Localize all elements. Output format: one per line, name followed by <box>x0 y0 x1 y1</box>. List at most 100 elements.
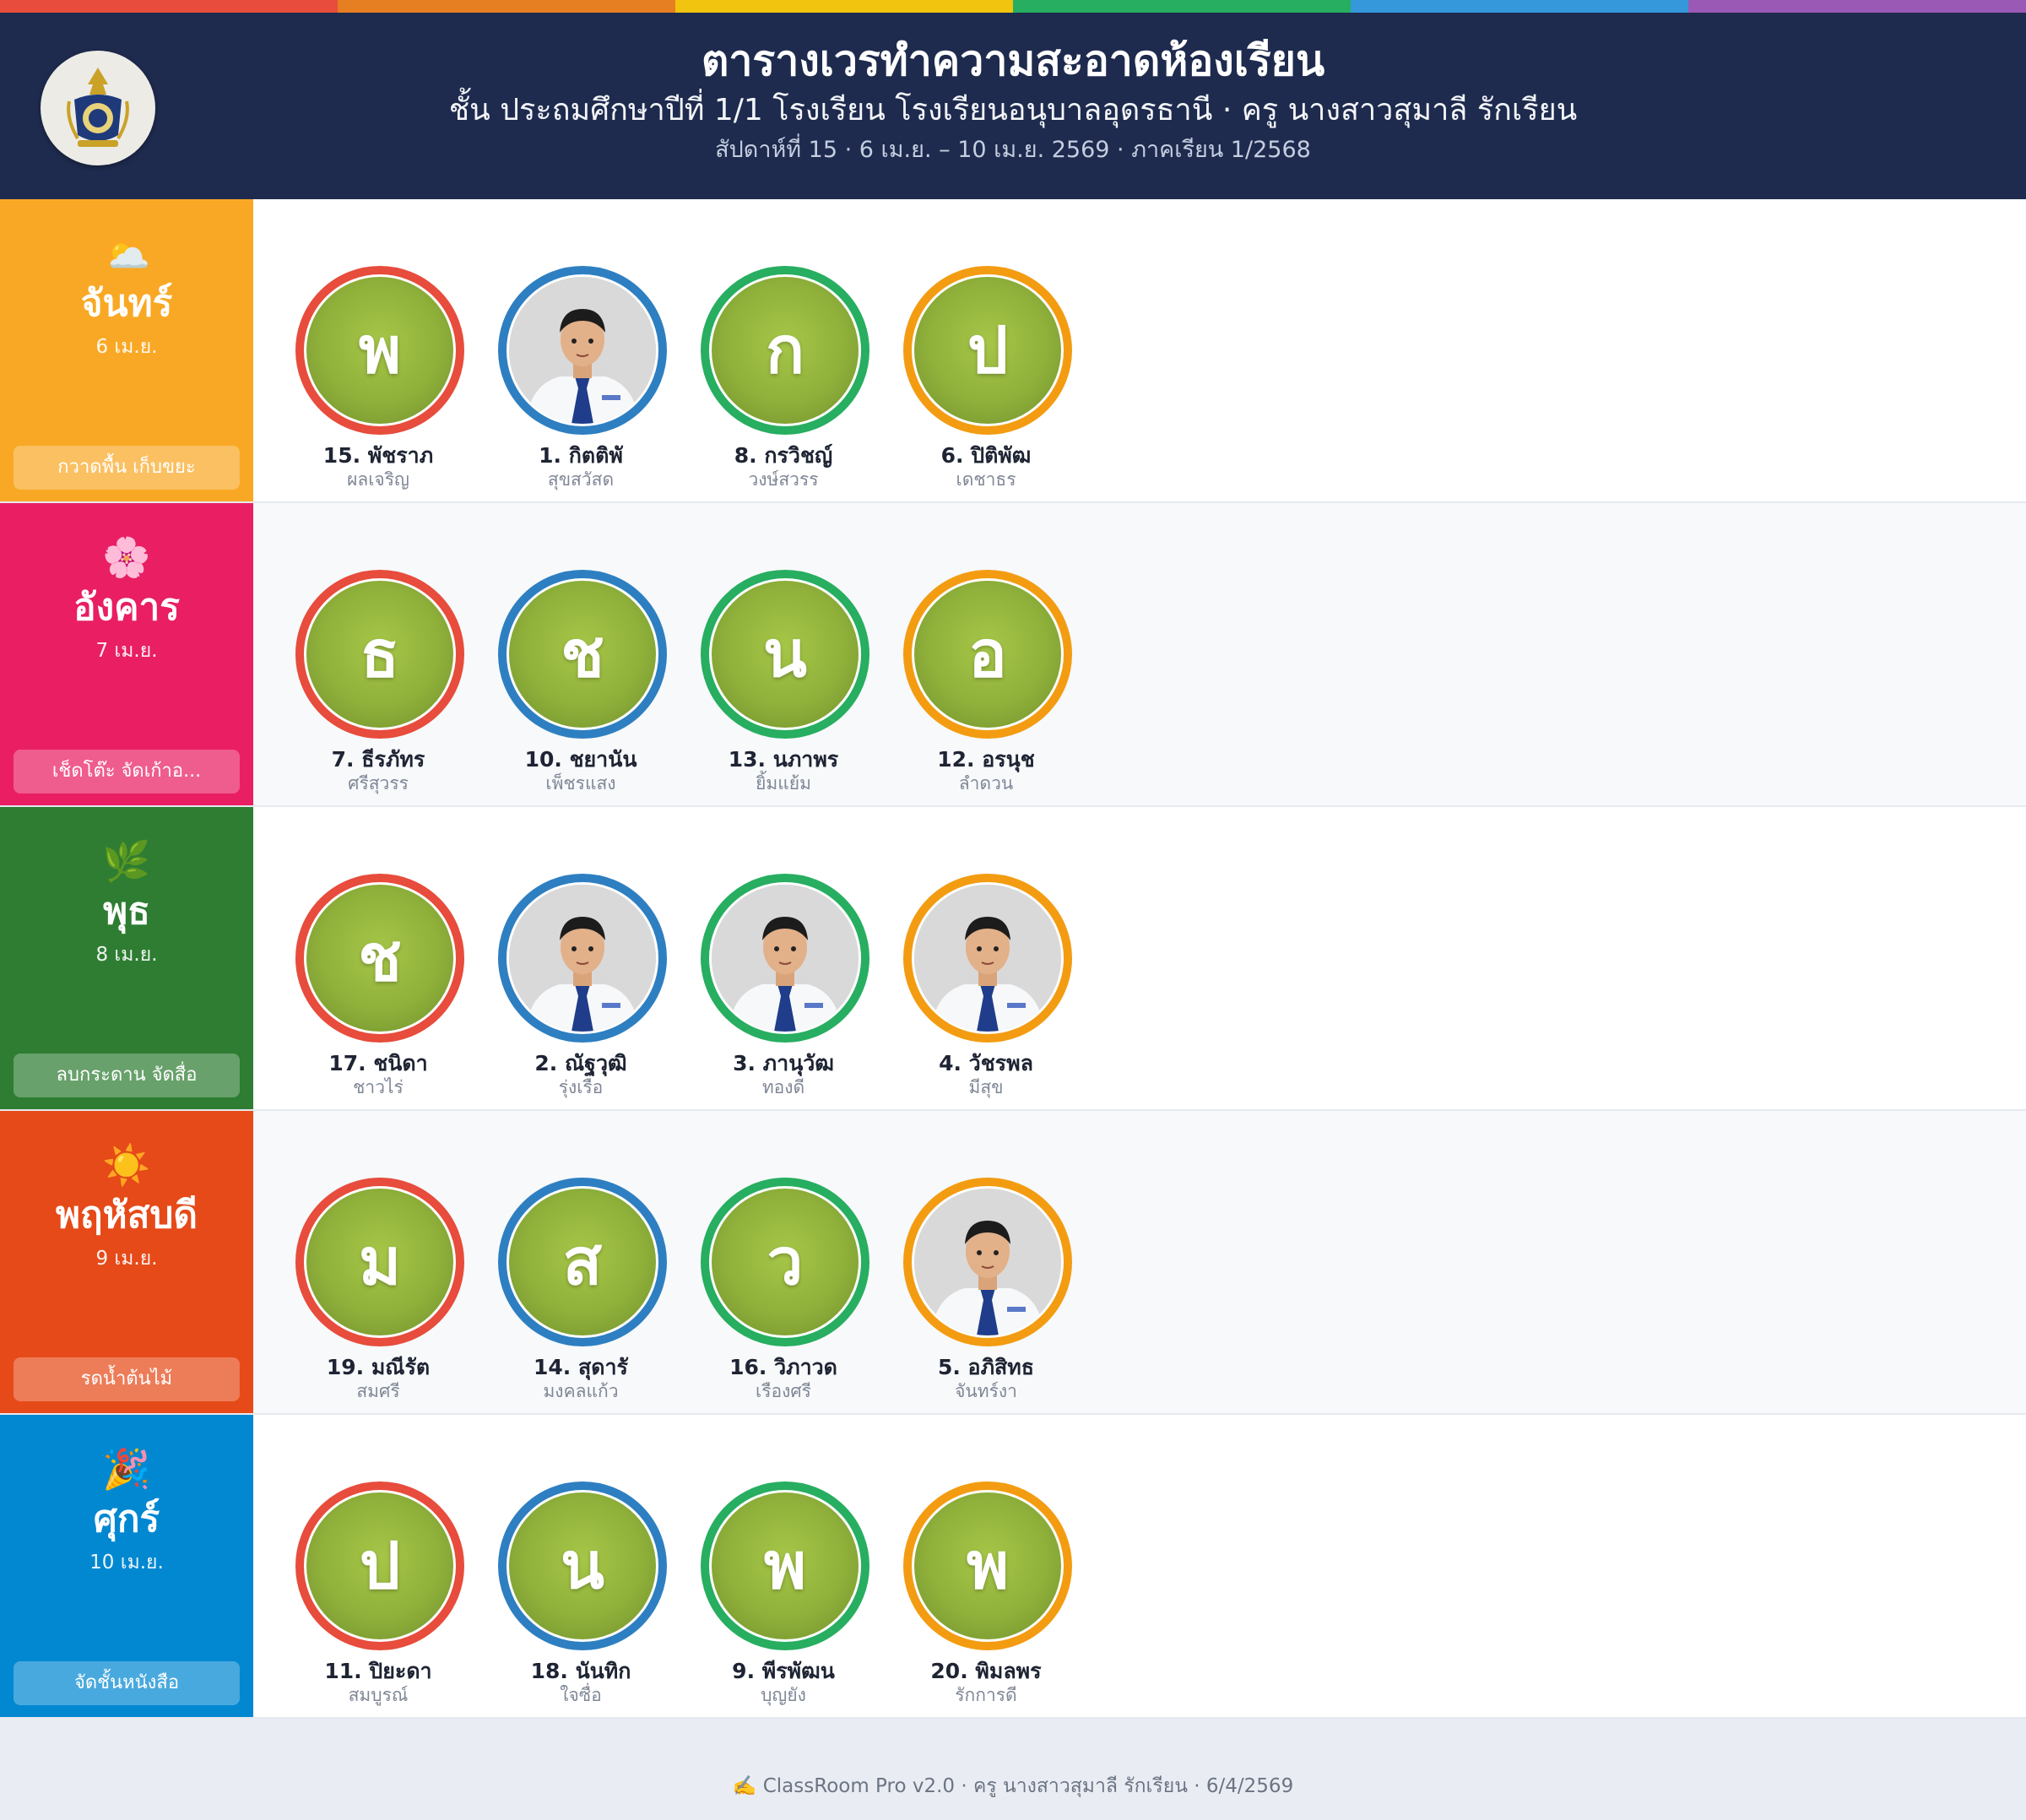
student-name: 9. พีรพัฒน <box>732 1659 835 1683</box>
student-card[interactable]: 1. กิตติพั สุขสวัสด <box>484 199 678 501</box>
student-card[interactable]: พ 20. พิมลพร รักการดี <box>889 1415 1083 1717</box>
day-name: จันทร์ <box>80 282 173 325</box>
student-name: 1. กิตติพั <box>539 443 623 468</box>
student-initial-avatar: ช <box>509 581 656 728</box>
student-name: 15. พัชราภ <box>322 443 434 468</box>
student-name: 4. วัชรพล <box>939 1051 1033 1075</box>
student-surname: มีสุข <box>968 1077 1004 1097</box>
day-date: 6 เม.ย. <box>95 336 158 358</box>
student-photo <box>712 885 859 1032</box>
task-badge[interactable]: รดน้ำต้นไม้ <box>14 1357 240 1401</box>
day-cell: ☀️ พฤหัสบดี 9 เม.ย. รดน้ำต้นไม้ <box>0 1111 253 1413</box>
student-card[interactable]: น 13. นภาพร ยิ้มแย้ม <box>686 503 880 805</box>
student-name: 20. พิมลพร <box>930 1659 1042 1683</box>
avatar: ส <box>498 1178 667 1346</box>
rainbow-bar <box>0 0 2026 13</box>
student-card[interactable]: ธ 7. ธีรภัทร ศรีสุวรร <box>281 503 475 805</box>
student-name: 13. นภาพร <box>728 747 839 772</box>
student-card[interactable]: 5. อภิสิทธ จันทร์งา <box>889 1111 1083 1413</box>
student-card[interactable]: อ 12. อรนุช ลำดวน <box>889 503 1083 805</box>
student-card[interactable]: ว 16. วิภาวด เรืองศรี <box>686 1111 880 1413</box>
rainbow-segment <box>1013 0 1351 13</box>
student-initial-avatar: น <box>509 1492 656 1639</box>
student-name: 14. สุดารั <box>534 1355 628 1379</box>
footer: ✍️ ClassRoom Pro v2.0 · ครู นางสาวสุมาลี… <box>0 1752 2026 1820</box>
student-card[interactable]: ป 11. ปิยะดา สมบูรณ์ <box>281 1415 475 1717</box>
day-row: ☀️ พฤหัสบดี 9 เม.ย. รดน้ำต้นไม้ม 19. มณีรัตส… <box>0 1111 2026 1415</box>
avatar: พ <box>701 1481 869 1650</box>
day-emoji-icon: 🌿 <box>102 838 151 884</box>
day-row: ⛅ จันทร์ 6 เม.ย. กวาดพื้น เก็บขยะ พ 15. พัชรา… <box>0 199 2026 503</box>
student-initial-avatar: น <box>712 581 859 728</box>
school-emblem-icon <box>41 51 155 165</box>
student-initial-avatar: พ <box>712 1492 859 1639</box>
student-card[interactable]: ส 14. สุดารั มงคลแก้ว <box>484 1111 678 1413</box>
day-row: 🌸 อังคาร 7 เม.ย. เช็ดโต๊ะ จัดเก้าอ... ธ 7. ธี… <box>0 503 2026 807</box>
student-surname: สุขสวัสด <box>547 469 615 490</box>
avatar: อ <box>903 570 1072 739</box>
day-emoji-icon: 🎉 <box>102 1446 151 1492</box>
day-emoji-icon: ☀️ <box>102 1142 151 1188</box>
student-name: 7. ธีรภัทร <box>331 747 425 772</box>
student-card[interactable]: น 18. นันทิก ใจซื่อ <box>484 1415 678 1717</box>
student-card[interactable]: 2. ณัฐวุฒิ รุ่งเรือ <box>484 807 678 1109</box>
student-surname: ทองดี <box>761 1077 805 1097</box>
student-card[interactable]: ช 10. ชยานัน เพ็ชรแสง <box>484 503 678 805</box>
student-name: 6. ปิติพัฒ <box>940 443 1032 468</box>
avatar: ช <box>295 874 464 1043</box>
avatar: ก <box>701 266 869 435</box>
student-surname: สมบูรณ์ <box>348 1685 409 1705</box>
day-name: พฤหัสบดี <box>55 1194 198 1237</box>
student-card[interactable]: 4. วัชรพล มีสุข <box>889 807 1083 1109</box>
student-name: 19. มณีรัต <box>326 1355 431 1379</box>
avatar: ธ <box>295 570 464 739</box>
student-name: 18. นันทิก <box>530 1659 631 1683</box>
student-card[interactable]: พ 9. พีรพัฒน บุญยัง <box>686 1415 880 1717</box>
student-card[interactable]: ม 19. มณีรัต สมศรี <box>281 1111 475 1413</box>
student-name: 3. ภานุวัฒ <box>733 1051 834 1075</box>
day-cell: 🌸 อังคาร 7 เม.ย. เช็ดโต๊ะ จัดเก้าอ... <box>0 503 253 805</box>
student-initial-avatar: ว <box>712 1189 859 1335</box>
student-surname: ผลเจริญ <box>347 469 409 490</box>
avatar: ม <box>295 1178 464 1346</box>
task-badge[interactable]: เช็ดโต๊ะ จัดเก้าอ... <box>14 750 240 794</box>
student-initial-avatar: ป <box>914 277 1061 424</box>
day-emoji-icon: 🌸 <box>102 534 151 580</box>
student-surname: ชาวไร่ <box>353 1077 404 1097</box>
rainbow-segment <box>1351 0 1688 13</box>
page-header: ตารางเวรทำความสะอาดห้องเรียน ชั้น ประถมศ… <box>0 13 2026 199</box>
day-date: 8 เม.ย. <box>95 944 158 966</box>
avatar: ป <box>295 1481 464 1650</box>
student-card[interactable]: ก 8. กรวิชญ์ วงษ์สวรร <box>686 199 880 501</box>
student-surname: เดชาธร <box>956 469 1016 490</box>
student-card[interactable]: 3. ภานุวัฒ ทองดี <box>686 807 880 1109</box>
student-initial-avatar: ช <box>306 885 453 1032</box>
avatar <box>903 1178 1072 1346</box>
avatar <box>701 874 869 1043</box>
student-photo <box>914 885 1061 1032</box>
rainbow-segment <box>1688 0 2026 13</box>
day-cell: 🎉 ศุกร์ 10 เม.ย. จัดชั้นหนังสือ <box>0 1415 253 1717</box>
day-row: 🎉 ศุกร์ 10 เม.ย. จัดชั้นหนังสือ ป 11. ปิยะดาส… <box>0 1415 2026 1719</box>
rainbow-segment <box>0 0 338 13</box>
pen-icon: ✍️ <box>732 1775 757 1797</box>
student-initial-avatar: ส <box>509 1189 656 1335</box>
student-card[interactable]: ช 17. ชนิดา ชาวไร่ <box>281 807 475 1109</box>
avatar: น <box>498 1481 667 1650</box>
student-name: 11. ปิยะดา <box>324 1659 432 1683</box>
footer-text: ClassRoom Pro v2.0 · ครู นางสาวสุมาลี รั… <box>762 1775 1294 1797</box>
task-badge[interactable]: กวาดพื้น เก็บขยะ <box>14 446 240 490</box>
student-card[interactable]: ป 6. ปิติพัฒ เดชาธร <box>889 199 1083 501</box>
student-name: 16. วิภาวด <box>729 1355 837 1379</box>
page-title: ตารางเวรทำความสะอาดห้องเรียน <box>701 36 1325 85</box>
task-badge[interactable]: จัดชั้นหนังสือ <box>14 1661 240 1705</box>
student-card[interactable]: พ 15. พัชราภ ผลเจริญ <box>281 199 475 501</box>
task-badge[interactable]: ลบกระดาน จัดสื่อ <box>14 1054 240 1097</box>
student-photo <box>509 885 656 1032</box>
rainbow-segment <box>338 0 675 13</box>
student-surname: มงคลแก้ว <box>543 1381 619 1401</box>
week-info: สัปดาห์ที่ 15 · 6 เม.ย. – 10 เม.ย. 2569 … <box>715 137 1311 163</box>
student-name: 2. ณัฐวุฒิ <box>534 1051 627 1075</box>
student-surname: ลำดวน <box>958 773 1014 794</box>
student-initial-avatar: พ <box>914 1492 1061 1639</box>
